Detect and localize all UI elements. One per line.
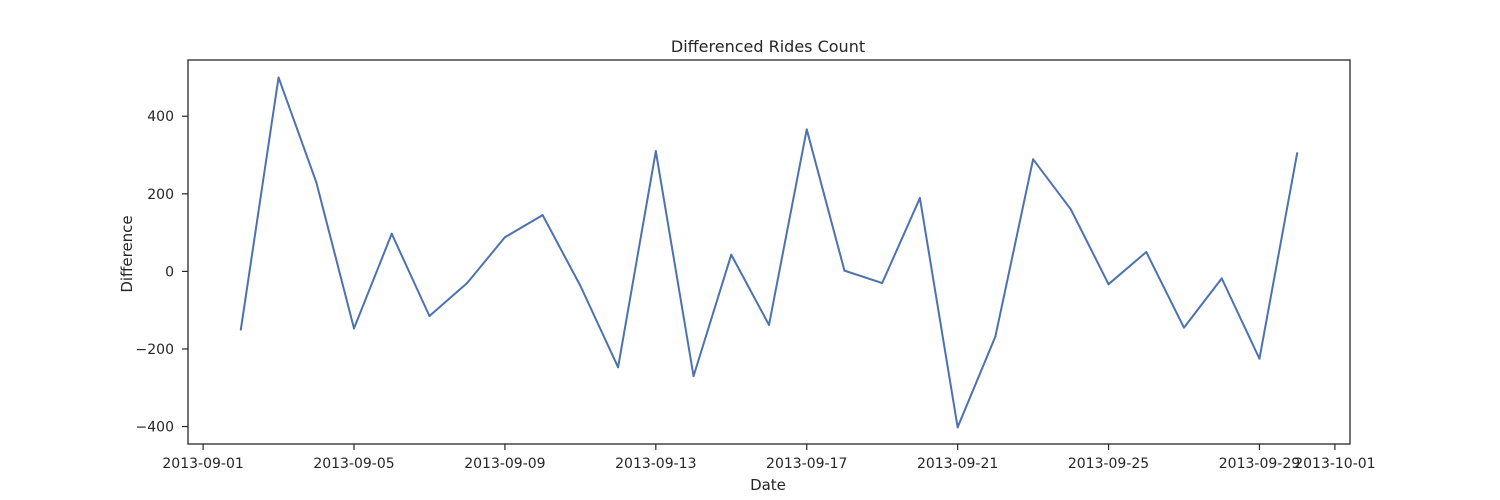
y-tick-label: 400: [147, 109, 174, 125]
data-point: [428, 315, 431, 317]
x-tick-label: 2013-10-01: [1294, 456, 1375, 472]
data-point: [654, 150, 657, 153]
y-tick-label: −400: [136, 420, 174, 436]
series-line: [239, 76, 1299, 429]
y-axis-title: Difference: [118, 215, 136, 292]
data-point: [956, 426, 959, 429]
data-point: [541, 214, 544, 217]
data-point: [881, 282, 884, 285]
y-tick-label: 0: [165, 264, 174, 280]
y-tick-label: 200: [147, 187, 174, 203]
data-point: [1296, 152, 1299, 155]
axis-ticks: 2013-09-01 2013-09-05 2013-09-09 2013-09-13…: [136, 109, 1376, 472]
x-tick-label: 2013-09-25: [1068, 456, 1149, 472]
data-point: [579, 284, 582, 287]
x-axis-title: Date: [750, 476, 786, 494]
data-point: [315, 181, 318, 184]
data-point: [843, 269, 846, 272]
data-point: [503, 236, 506, 239]
data-point: [1069, 208, 1072, 211]
data-point: [466, 282, 469, 285]
x-tick-label: 2013-09-13: [615, 456, 696, 472]
data-point: [390, 232, 393, 235]
data-point: [692, 375, 695, 378]
x-tick-label: 2013-09-29: [1219, 456, 1300, 472]
data-point: [1032, 158, 1035, 161]
data-point: [1258, 357, 1261, 360]
x-tick-label: 2013-09-17: [766, 456, 847, 472]
plot-frame: [187, 59, 1351, 445]
y-tick-label: −200: [136, 342, 174, 358]
data-point: [994, 335, 997, 338]
data-point: [730, 253, 733, 256]
x-tick-label: 2013-09-09: [464, 456, 545, 472]
data-point: [768, 323, 770, 326]
data-point: [1183, 326, 1185, 329]
data-point: [1145, 251, 1148, 253]
data-point: [1220, 277, 1223, 280]
data-point: [239, 328, 242, 331]
data-point: [277, 76, 280, 79]
data-marks: [239, 76, 1299, 429]
data-point: [353, 327, 355, 330]
data-point: [918, 197, 921, 200]
x-tick-label: 2013-09-21: [917, 456, 998, 472]
x-tick-label: 2013-09-05: [313, 456, 394, 472]
x-tick-label: 2013-09-01: [162, 456, 243, 472]
data-point: [1107, 283, 1110, 286]
chart-title: Differenced Rides Count: [671, 37, 865, 56]
data-point: [805, 128, 808, 131]
data-point: [617, 366, 620, 369]
